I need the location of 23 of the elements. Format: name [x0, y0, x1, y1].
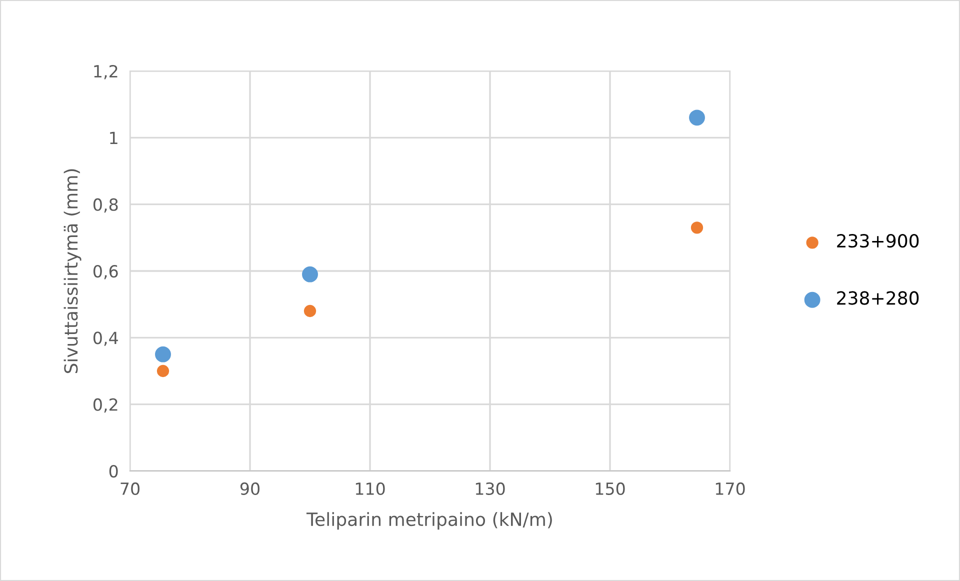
x-tick-label: 170: [716, 482, 745, 496]
x-tick-label: 150: [596, 482, 625, 496]
x-tick-label: 90: [240, 482, 260, 496]
point: [689, 110, 705, 126]
point: [302, 266, 318, 282]
x-tick-label: 110: [356, 482, 385, 496]
y-tick-label: 1: [110, 132, 118, 144]
y-tick-label: 0: [109, 464, 118, 478]
legend-label: 233+900: [837, 234, 919, 248]
legend-label: 238+280: [837, 291, 919, 305]
point: [304, 304, 316, 318]
x-tick-label: 130: [476, 482, 505, 496]
y-tick-label: 1,2: [94, 64, 118, 80]
point: [690, 222, 704, 234]
y-tick-label: 0,4: [93, 332, 118, 346]
y-tick-label: 0,6: [93, 264, 118, 280]
x-axis-title: Teliparin metripaino (kN/m): [306, 512, 552, 530]
y-tick-label: 0,8: [93, 198, 118, 213]
y-axis-title: Sivuttaissiirtymä (mm): [64, 169, 82, 374]
y-tick-label: 0,2: [93, 398, 118, 413]
point: [156, 364, 170, 378]
x-tick-label: 70: [120, 482, 140, 496]
point: [155, 346, 171, 362]
